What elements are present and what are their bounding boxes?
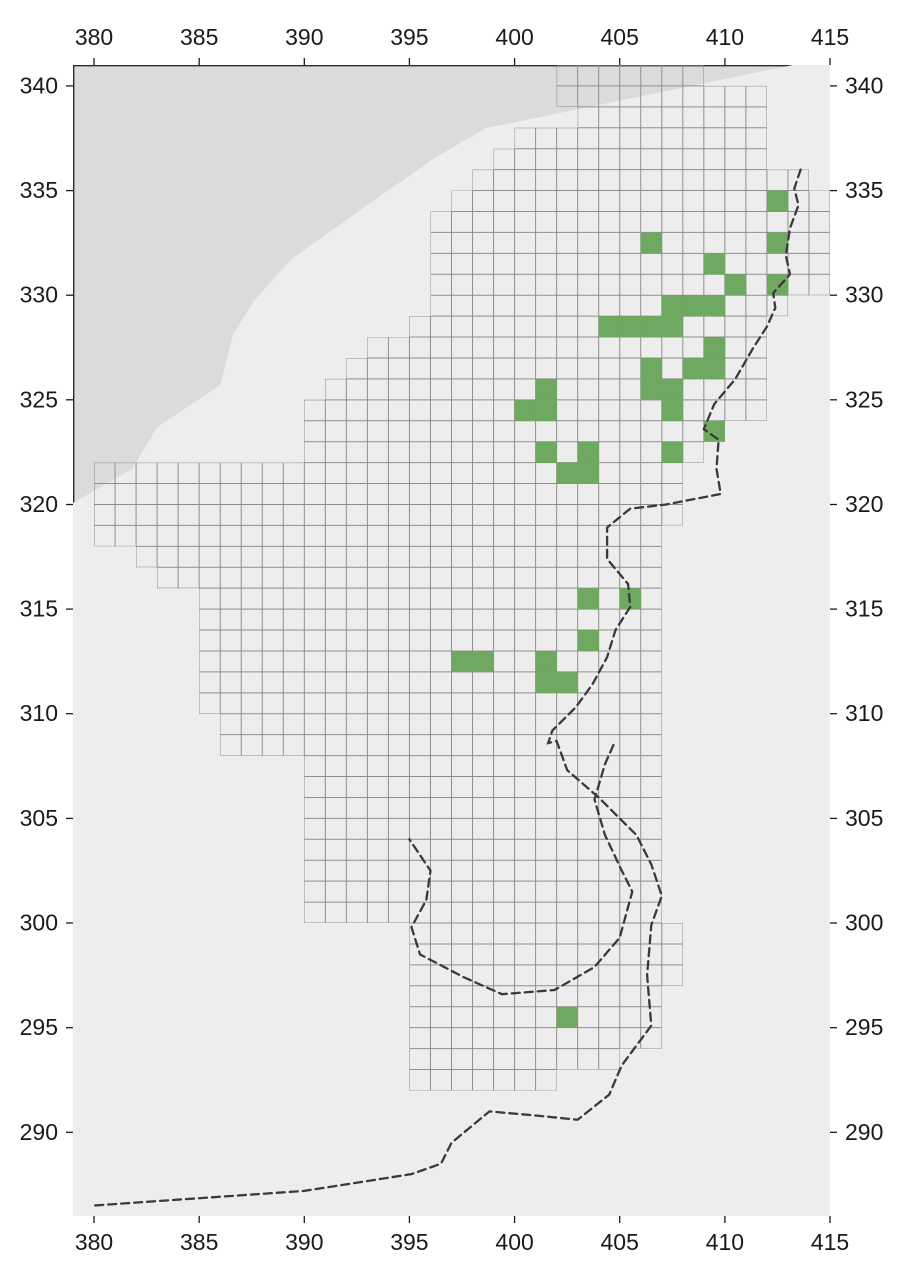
svg-text:300: 300: [845, 910, 883, 936]
svg-text:385: 385: [180, 1229, 218, 1255]
svg-text:320: 320: [845, 491, 883, 517]
svg-text:340: 340: [20, 73, 58, 99]
svg-text:330: 330: [845, 282, 883, 308]
svg-text:340: 340: [845, 73, 883, 99]
svg-text:305: 305: [20, 805, 58, 831]
svg-text:310: 310: [20, 700, 58, 726]
svg-text:400: 400: [495, 24, 533, 50]
svg-text:405: 405: [601, 1229, 639, 1255]
svg-text:305: 305: [845, 805, 883, 831]
svg-text:385: 385: [180, 24, 218, 50]
svg-text:300: 300: [20, 910, 58, 936]
svg-text:390: 390: [285, 24, 323, 50]
svg-text:405: 405: [601, 24, 639, 50]
svg-text:315: 315: [845, 596, 883, 622]
svg-text:415: 415: [811, 1229, 849, 1255]
svg-text:290: 290: [845, 1119, 883, 1145]
svg-text:400: 400: [495, 1229, 533, 1255]
svg-text:410: 410: [706, 1229, 744, 1255]
svg-text:395: 395: [390, 1229, 428, 1255]
svg-text:295: 295: [20, 1014, 58, 1040]
svg-text:295: 295: [845, 1014, 883, 1040]
svg-text:335: 335: [20, 177, 58, 203]
svg-text:395: 395: [390, 24, 428, 50]
svg-text:410: 410: [706, 24, 744, 50]
svg-text:310: 310: [845, 700, 883, 726]
svg-text:380: 380: [75, 1229, 113, 1255]
svg-text:290: 290: [20, 1119, 58, 1145]
svg-text:315: 315: [20, 596, 58, 622]
svg-text:380: 380: [75, 24, 113, 50]
svg-text:415: 415: [811, 24, 849, 50]
svg-text:335: 335: [845, 177, 883, 203]
svg-text:330: 330: [20, 282, 58, 308]
svg-text:325: 325: [20, 386, 58, 412]
svg-text:390: 390: [285, 1229, 323, 1255]
svg-text:320: 320: [20, 491, 58, 517]
svg-text:325: 325: [845, 386, 883, 412]
